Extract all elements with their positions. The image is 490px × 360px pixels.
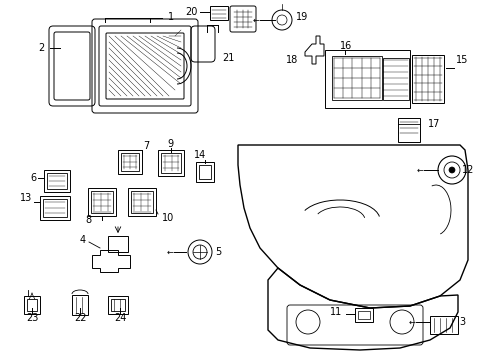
Bar bbox=[108, 296, 128, 314]
Text: 6: 6 bbox=[30, 173, 36, 183]
Bar bbox=[412, 55, 444, 103]
Bar bbox=[128, 188, 156, 216]
Text: 15: 15 bbox=[456, 55, 468, 65]
Text: 14: 14 bbox=[194, 150, 206, 160]
Text: 1: 1 bbox=[168, 12, 174, 22]
Text: 18: 18 bbox=[286, 55, 298, 65]
Text: 22: 22 bbox=[74, 313, 86, 323]
Text: 20: 20 bbox=[186, 7, 198, 17]
Text: 17: 17 bbox=[428, 119, 441, 129]
Bar bbox=[121, 153, 139, 171]
Bar bbox=[398, 118, 420, 142]
Text: ←: ← bbox=[416, 166, 423, 175]
Text: 9: 9 bbox=[167, 139, 173, 149]
Text: 11: 11 bbox=[330, 307, 342, 317]
Bar bbox=[88, 188, 116, 216]
Bar bbox=[161, 153, 181, 173]
Bar bbox=[196, 162, 214, 182]
Bar bbox=[158, 150, 184, 176]
Text: 8: 8 bbox=[85, 215, 91, 225]
Text: 4: 4 bbox=[80, 235, 86, 245]
Bar bbox=[24, 296, 40, 314]
Bar bbox=[131, 191, 153, 213]
Bar bbox=[210, 6, 228, 20]
Circle shape bbox=[449, 167, 455, 173]
Bar bbox=[27, 299, 37, 311]
Bar bbox=[47, 173, 67, 189]
Text: ←: ← bbox=[409, 318, 416, 327]
Text: 13: 13 bbox=[20, 193, 32, 203]
Text: 7: 7 bbox=[143, 141, 149, 151]
Text: ←: ← bbox=[167, 248, 173, 257]
Bar bbox=[72, 295, 88, 315]
Text: ←: ← bbox=[252, 15, 260, 24]
Bar bbox=[118, 150, 142, 174]
Bar bbox=[355, 308, 373, 322]
Bar bbox=[43, 199, 67, 217]
Bar bbox=[430, 316, 458, 334]
Bar bbox=[199, 165, 211, 179]
Text: 5: 5 bbox=[215, 247, 221, 257]
Text: 24: 24 bbox=[114, 313, 126, 323]
Text: 16: 16 bbox=[340, 41, 352, 51]
Bar bbox=[358, 311, 370, 319]
Bar bbox=[40, 196, 70, 220]
Text: 12: 12 bbox=[462, 165, 474, 175]
Bar bbox=[111, 299, 125, 311]
Bar bbox=[91, 191, 113, 213]
Text: 3: 3 bbox=[459, 317, 465, 327]
Text: 19: 19 bbox=[296, 12, 308, 22]
Bar bbox=[383, 58, 409, 100]
Bar bbox=[325, 50, 410, 108]
Text: 2: 2 bbox=[38, 43, 44, 53]
Text: 21: 21 bbox=[222, 53, 234, 63]
Text: 23: 23 bbox=[26, 313, 38, 323]
Bar bbox=[44, 170, 70, 192]
Bar bbox=[108, 236, 128, 252]
Bar bbox=[332, 56, 382, 100]
Text: 10: 10 bbox=[162, 213, 174, 223]
